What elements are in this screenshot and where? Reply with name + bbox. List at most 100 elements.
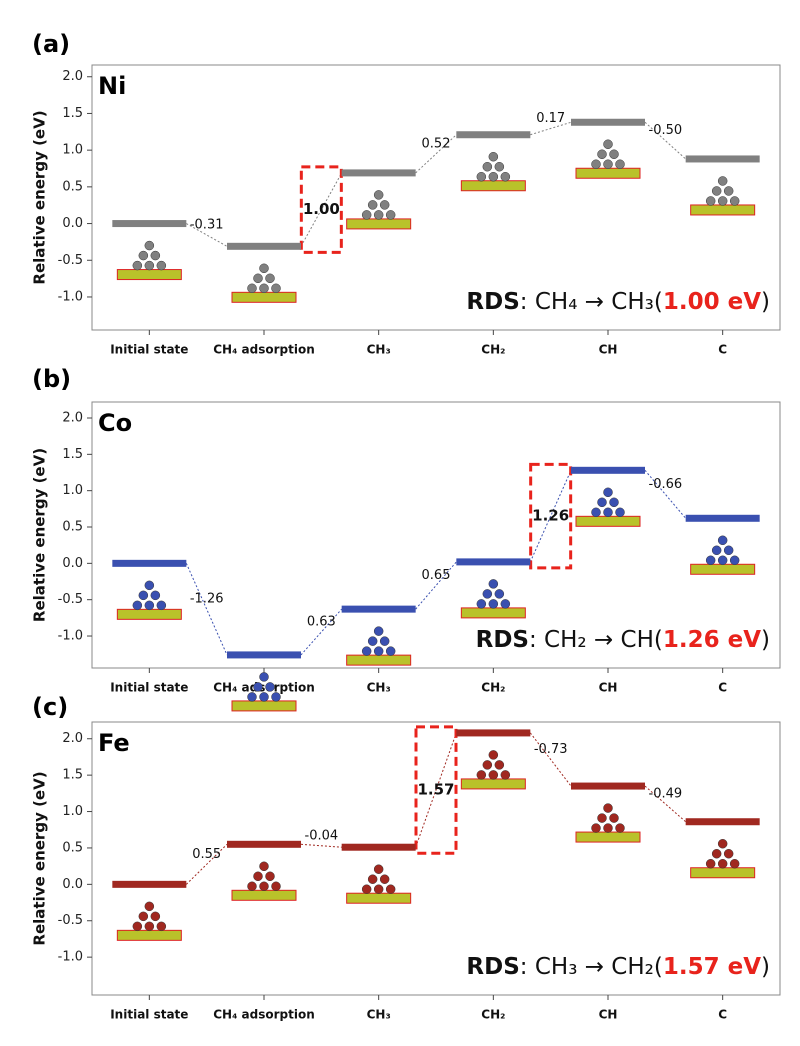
metal-label: Co (98, 409, 132, 437)
slab (460, 778, 526, 790)
atom (597, 813, 607, 823)
panel-label: (b) (32, 365, 71, 393)
rds-text: RDS: CH₄ → CH₃(1.00 eV) (466, 289, 770, 315)
x-tick-label: C (718, 681, 727, 695)
atom (373, 864, 384, 874)
y-tick-label: 1.5 (62, 106, 83, 121)
atom (609, 813, 619, 823)
structure-icon (116, 901, 182, 941)
atom (591, 159, 601, 170)
slab (346, 218, 412, 230)
structure-icon (231, 672, 297, 712)
y-tick-label: -1.0 (58, 629, 83, 644)
atom (373, 190, 384, 200)
step-label: -0.04 (305, 828, 339, 843)
y-axis-label: Relative energy (eV) (31, 771, 49, 945)
x-tick-label: CH₂ (481, 1008, 505, 1022)
atom (265, 871, 275, 882)
rds-text: RDS: CH₂ → CH(1.26 eV) (476, 627, 770, 653)
energy-level (341, 605, 416, 613)
atom (373, 884, 384, 894)
y-tick-label: 0.5 (62, 840, 83, 855)
atom (711, 848, 722, 859)
atom (482, 760, 493, 770)
atom (603, 159, 613, 170)
slab (460, 180, 526, 192)
atom (247, 881, 257, 892)
energy-level (456, 729, 531, 737)
structure-icon (690, 176, 756, 216)
energy-level (456, 558, 531, 566)
atom (138, 250, 149, 261)
x-tick-label: CH₄ adsorption (213, 1008, 315, 1022)
energy-level (571, 466, 645, 474)
atom (259, 861, 269, 872)
atom (494, 589, 505, 599)
y-tick-label: 1.0 (62, 804, 83, 819)
slab (690, 204, 756, 216)
structure-icon (690, 535, 756, 575)
connector (415, 134, 457, 174)
atom (367, 200, 378, 210)
y-axis-label: Relative energy (eV) (31, 110, 49, 284)
atom (711, 545, 722, 556)
y-tick-label: 0.5 (62, 179, 83, 194)
atom (259, 672, 269, 682)
x-tick-label: CH₂ (481, 343, 505, 357)
y-tick-label: 2.0 (62, 69, 83, 84)
connector (644, 469, 687, 519)
atom (367, 636, 378, 646)
slab (116, 269, 182, 281)
slab (231, 700, 297, 712)
atom (723, 545, 734, 556)
atom (132, 260, 143, 271)
highlight-box (529, 462, 573, 570)
slab (575, 167, 641, 179)
atom (253, 682, 263, 692)
y-tick-label: -1.0 (58, 289, 83, 304)
energy-level (685, 514, 760, 522)
atom (603, 803, 613, 813)
x-tick-label: CH₃ (367, 1008, 391, 1022)
rds-part: 1.26 eV (663, 627, 761, 653)
slab (575, 831, 641, 843)
connector (530, 121, 572, 136)
metal-label: Ni (98, 72, 126, 100)
x-tick-label: CH₃ (367, 343, 391, 357)
step-label: 1.57 (417, 781, 454, 799)
y-axis-label: Relative energy (eV) (31, 448, 49, 622)
slab (460, 607, 526, 619)
y-tick-label: 1.0 (62, 143, 83, 158)
energy-level (571, 118, 645, 126)
connector (185, 563, 228, 656)
atom (259, 283, 269, 294)
atom (723, 848, 734, 859)
atom (373, 210, 384, 220)
atom (717, 555, 728, 566)
rds-part: RDS (466, 954, 519, 980)
x-tick-label: Initial state (110, 343, 188, 357)
atom (259, 692, 269, 702)
structure-icon (575, 139, 641, 179)
atom (729, 555, 740, 566)
highlight-box (299, 165, 343, 254)
atom (717, 838, 728, 849)
atom (500, 171, 511, 182)
x-tick-label: Initial state (110, 1008, 188, 1022)
atom (385, 210, 396, 220)
atom (253, 871, 263, 882)
rds-text: RDS: CH₃ → CH₂(1.57 eV) (466, 954, 770, 980)
connector (185, 843, 228, 885)
y-tick-label: 2.0 (62, 410, 83, 425)
structure-icon (116, 580, 182, 620)
highlight-box (414, 725, 458, 855)
atom (705, 858, 716, 869)
energy-level (227, 840, 301, 848)
atom (259, 263, 269, 274)
atom (132, 600, 143, 611)
atom (615, 159, 625, 170)
energy-level (112, 559, 187, 567)
x-tick-label: CH (599, 1008, 618, 1022)
atom (271, 283, 281, 294)
